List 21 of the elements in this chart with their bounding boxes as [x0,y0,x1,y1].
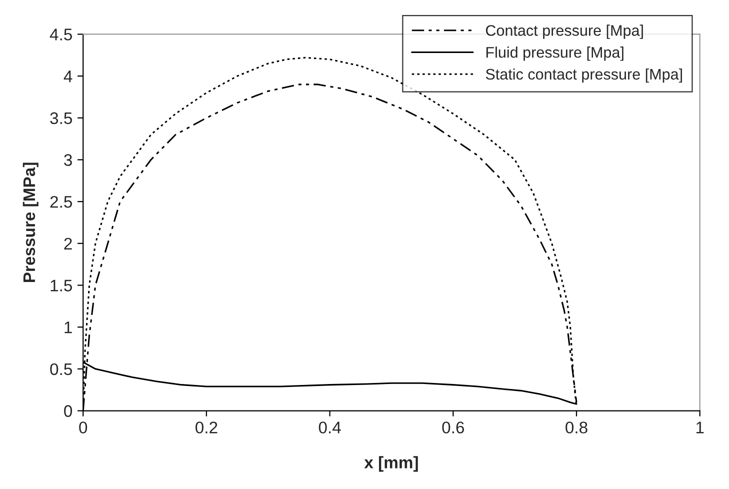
y-tick-label: 4.5 [50,28,72,40]
x-axis-title: x [mm] [364,456,418,472]
legend-label: Fluid pressure [Mpa] [486,46,624,61]
y-tick-label: 3.5 [50,112,72,124]
x-tick-label: 0.2 [196,422,218,434]
x-tick-label: 0.6 [442,422,464,434]
x-tick-label: 1 [696,422,704,434]
y-tick-label: 4 [64,70,72,82]
y-tick-label: 1.5 [50,280,72,292]
y-tick-label: 0 [64,405,72,417]
y-tick-label: 0.5 [50,363,72,376]
x-tick-label: 0 [79,422,88,434]
legend-label: Contact pressure [Mpa] [486,24,643,39]
y-tick-label: 3 [64,154,72,166]
y-tick-label: 2 [64,238,72,250]
y-tick-label: 2.5 [50,196,72,208]
x-tick-label: 0.8 [566,422,588,434]
y-axis-title: Pressure [MPa] [22,162,38,282]
legend-label: Static contact pressure [Mpa] [486,68,682,83]
x-tick-label: 0.4 [318,422,341,434]
y-tick-label: 1 [64,322,72,334]
